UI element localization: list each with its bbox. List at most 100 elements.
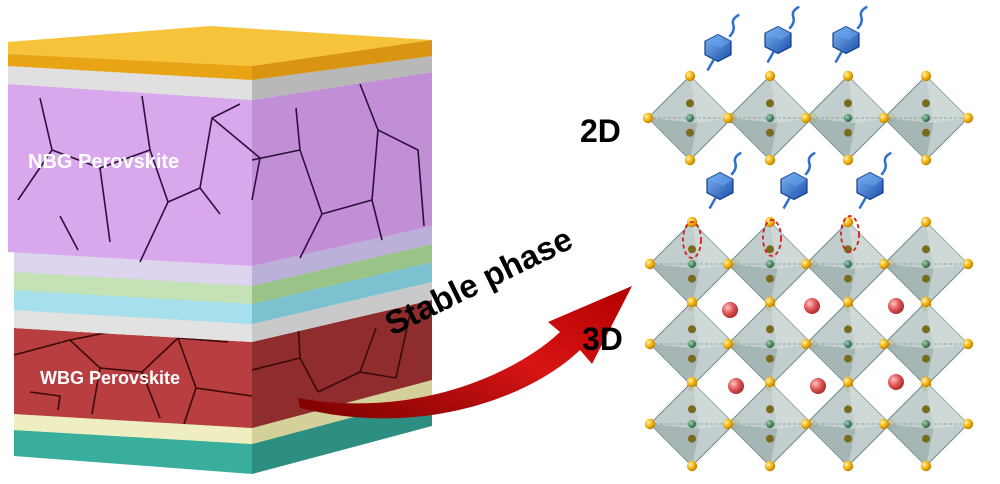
octahedron-facet [770,382,812,430]
octahedron-facet [806,264,856,306]
hexagon-facet [707,172,733,186]
halide-atom [684,154,696,166]
inner-atom [686,99,694,108]
dashed-ellipse-icon [840,215,860,253]
a-site-cation [728,378,744,394]
octahedron-facet [692,302,734,350]
halide-atom [920,216,932,228]
halide-atom [920,460,932,472]
inner-atom [922,245,930,254]
b-site-atom [922,260,930,268]
inner-atom [922,354,930,363]
inner-atom [844,434,852,443]
b-site-atom [688,340,696,348]
two-d-label: 2D [580,113,621,149]
inner-atom [686,128,694,137]
alkyl-tail [730,151,742,176]
ammonium-linker [766,51,775,64]
halide-atom [800,258,812,270]
inner-atom [766,274,774,283]
b-site-atom [922,340,930,348]
octahedron-facet [848,76,890,124]
inner-atom [922,274,930,283]
halide-atom [962,338,974,350]
octahedron-facet [884,118,934,160]
inner-atom [688,245,696,254]
inner-atom [688,434,696,443]
wbg-perovskite-layer [13,300,432,428]
hexagon-facet [833,26,859,40]
dashed-ellipse-icon [762,219,782,257]
halide-atom [722,418,734,430]
hexagon-facet [857,172,883,186]
octahedron-facet [884,424,934,466]
inner-atom [688,274,696,283]
halide-atom [686,376,698,388]
halide-atom [800,112,812,124]
cyan-layer [14,262,432,324]
halide-atom [764,460,776,472]
halide-atom [722,338,734,350]
octahedron-facet [728,264,778,306]
ammonium-linker [706,59,715,72]
octahedron-facet [692,222,734,270]
hexagon-facet [705,34,731,48]
nbg-perovskite-layer [8,72,432,266]
b-site-atom [766,420,774,428]
ammonium-linker [782,197,791,210]
alkyl-tail [880,151,892,176]
inner-atom [844,354,852,363]
octahedron-facet [770,222,812,270]
octahedron-facet [650,344,700,386]
halide-atom [800,418,812,430]
halide-atom [878,112,890,124]
b-site-atom [688,420,696,428]
crystal-structure [642,5,974,472]
inner-atom [766,99,774,108]
halide-atom [644,338,656,350]
ammonium-linker [834,51,843,64]
octahedron-facet [848,382,890,430]
hexagon-facet [781,172,807,186]
inner-atom [922,99,930,108]
gold-electrode-layer [8,26,432,80]
halide-atom [842,376,854,388]
halide-atom [686,460,698,472]
inner-atom [844,274,852,283]
b-site-atom [844,260,852,268]
nbg-perovskite-label: NBG Perovskite [28,151,179,173]
halide-atom [842,154,854,166]
octahedron-facet [806,118,856,160]
light-violet-layer [14,226,432,286]
light-green-layer [14,244,432,304]
inner-atom [844,405,852,414]
halide-atom [962,112,974,124]
octahedron-facet [926,76,968,124]
inner-atom [766,325,774,334]
halide-atom [962,258,974,270]
inner-atom [688,325,696,334]
inner-atom [922,325,930,334]
b-site-atom [844,340,852,348]
octahedron-facet [728,424,778,466]
octahedron-facet [926,302,968,350]
halide-atom [842,296,854,308]
halide-atom [962,418,974,430]
ammonium-linker [858,197,867,210]
inner-atom [844,128,852,137]
halide-atom [764,154,776,166]
octahedron-facet [770,76,812,124]
halide-atom [878,258,890,270]
inner-atom [922,434,930,443]
octahedron-facet [648,118,698,160]
a-site-cation [888,374,904,390]
stable-phase-arrow [298,286,632,419]
wbg-perovskite-label: WBG Perovskite [40,368,180,388]
b-site-atom [688,260,696,268]
octahedron-facet [926,222,968,270]
halide-atom [842,460,854,472]
halide-atom [686,296,698,308]
halide-atom [644,418,656,430]
inner-atom [766,405,774,414]
